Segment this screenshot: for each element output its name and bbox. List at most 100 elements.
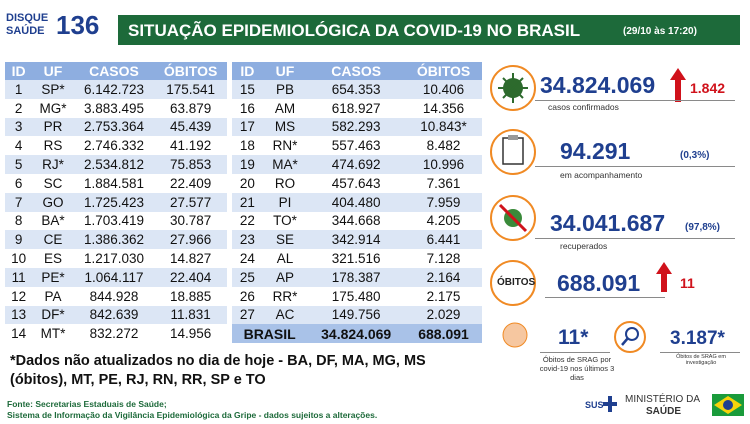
magnifier-icon xyxy=(614,321,646,353)
row: 16 AM 618.927 14.356 xyxy=(232,99,482,118)
cell: CE xyxy=(32,230,74,250)
row: 21 PI 404.480 7.959 xyxy=(232,192,482,212)
cell: 832.272 xyxy=(89,326,139,342)
cell: 618.927 xyxy=(331,100,381,116)
cell: 842.639 xyxy=(73,305,155,325)
cell: 19 xyxy=(232,155,263,174)
cell: 2.175 xyxy=(426,288,461,304)
cell: 14.956 xyxy=(169,326,212,342)
cell: AC xyxy=(262,305,308,325)
column-header: ID xyxy=(232,62,263,80)
monitoring-percent: (0,3%) xyxy=(680,150,710,161)
cell: 2 xyxy=(14,100,23,116)
cell: SP* xyxy=(32,80,74,99)
cell: 26 xyxy=(239,288,255,304)
row: 1 SP* 6.142.723 175.541 xyxy=(5,80,227,99)
cell: 344.668 xyxy=(331,213,381,229)
monitoring-value: 94.291 xyxy=(560,138,631,164)
cell: 321.516 xyxy=(331,251,381,267)
row: 18 RN* 557.463 8.482 xyxy=(232,136,482,155)
logo-top: DISQUE xyxy=(6,12,49,24)
cell: 654.353 xyxy=(307,80,406,99)
cell: RR* xyxy=(272,288,298,304)
confirmed-value: 34.824.069 xyxy=(540,72,656,98)
cell: 75.853 xyxy=(154,155,227,174)
srag-investigation-label: Óbitos de SRAG em investigação xyxy=(676,354,726,366)
ministry-top: MINISTÉRIO DA xyxy=(625,394,701,405)
cell: 1.064.117 xyxy=(73,267,155,287)
up-arrow xyxy=(670,68,686,102)
source: Sistema de Informação da Vigilância Epid… xyxy=(7,410,378,420)
row: 17 MS 582.293 10.843* xyxy=(232,117,482,137)
cell: 45.439 xyxy=(154,117,227,137)
row: 15 PB 654.353 10.406 xyxy=(232,80,482,99)
ministry-bottom: SAÚDE xyxy=(646,406,682,417)
row: 19 MA* 474.692 10.996 xyxy=(232,155,482,174)
cell: 1.217.030 xyxy=(83,251,144,267)
row: 11 PE* 1.064.117 22.404 xyxy=(5,267,227,287)
icons xyxy=(490,65,536,348)
column-header: ÓBITOS xyxy=(154,62,227,80)
logo-number: 136 xyxy=(56,10,100,40)
column-header: UF xyxy=(32,62,74,80)
column-header: ID xyxy=(5,62,33,80)
srag-recent-value: 11* xyxy=(558,326,589,349)
row: 4 RS 2.746.332 41.192 xyxy=(5,136,227,155)
cell: 7.128 xyxy=(426,251,461,267)
header-row: ID UF CASOS ÓBITOS xyxy=(232,62,482,80)
cell: 557.463 xyxy=(331,138,381,154)
cell: 1.725.423 xyxy=(73,192,155,212)
cell: 2.753.364 xyxy=(73,117,155,137)
cell: 22 xyxy=(239,213,255,229)
row: 8 BA* 1.703.419 30.787 xyxy=(5,212,227,231)
cell: AM xyxy=(274,100,296,116)
cell: 14.827 xyxy=(169,251,212,267)
cell: 7 xyxy=(5,192,33,212)
row: 24 AL 321.516 7.128 xyxy=(232,249,482,268)
logo-bottom: SAÚDE xyxy=(6,25,45,37)
cell: 30.787 xyxy=(169,213,212,229)
sus-logo: SUS xyxy=(585,400,604,410)
monitoring-label: em acompanhamento xyxy=(560,170,643,180)
cell: 14.356 xyxy=(422,100,465,116)
cell: 582.293 xyxy=(307,117,406,137)
cell: 844.928 xyxy=(89,288,139,304)
cell: DF* xyxy=(32,305,74,325)
cell: 11 xyxy=(5,267,33,287)
total-cell: 34.824.069 xyxy=(307,324,406,344)
cell: 27 xyxy=(232,305,263,325)
cell: 9 xyxy=(5,230,33,250)
cell: 23 xyxy=(232,230,263,250)
recovered-percent: (97,8%) xyxy=(685,222,721,233)
cell: 21 xyxy=(232,192,263,212)
sus-cross xyxy=(603,396,617,412)
confirmed-new: 1.842 xyxy=(690,80,726,96)
confirmed-label: casos confirmados xyxy=(548,102,619,112)
logo: DISQUE SAÚDE 136 xyxy=(6,10,106,42)
cell: 7.959 xyxy=(405,192,482,212)
cell: 7.361 xyxy=(426,175,461,191)
cell: 149.756 xyxy=(307,305,406,325)
cell: 3.883.495 xyxy=(83,100,144,116)
row: 12 PA 844.928 18.885 xyxy=(5,287,227,306)
row: 7 GO 1.725.423 27.577 xyxy=(5,192,227,212)
cell: 3 xyxy=(5,117,33,137)
cell: 2.029 xyxy=(405,305,482,325)
cell: 12 xyxy=(11,288,27,304)
cell: 17 xyxy=(232,117,263,137)
cell: 6.142.723 xyxy=(73,80,155,99)
cell: 178.387 xyxy=(307,267,406,287)
cell: 1.703.419 xyxy=(83,213,144,229)
cell: 10 xyxy=(11,251,27,267)
cell: 4 xyxy=(14,138,23,154)
footnote: *Dados não atualizados no dia de hoje - … xyxy=(10,353,426,388)
row: 13 DF* 842.639 11.831 xyxy=(5,305,227,325)
cell: 18.885 xyxy=(169,288,212,304)
cell: 2.534.812 xyxy=(73,155,155,174)
source: Fonte: Secretarias Estaduais de Saúde; xyxy=(7,399,167,409)
cell: 5 xyxy=(5,155,33,174)
row: 2 MG* 3.883.495 63.879 xyxy=(5,99,227,118)
cell: 13 xyxy=(5,305,33,325)
cell: 27.966 xyxy=(154,230,227,250)
